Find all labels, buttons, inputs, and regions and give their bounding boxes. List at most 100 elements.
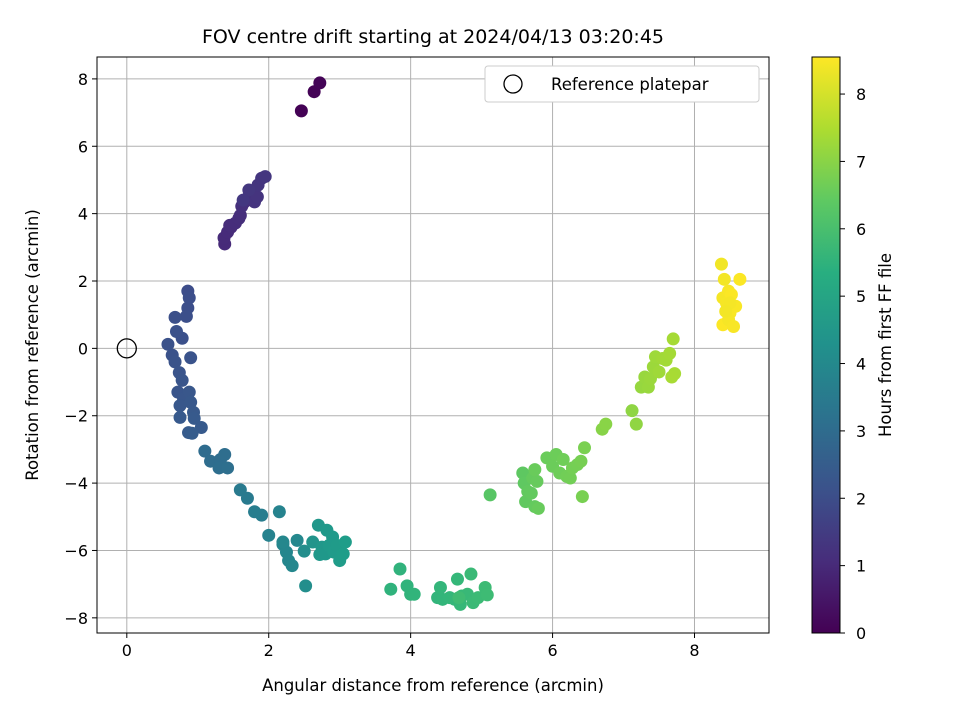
data-point — [276, 535, 290, 549]
colorbar-tick-label: 6 — [856, 220, 866, 239]
data-point — [666, 332, 680, 346]
data-point — [262, 528, 276, 542]
data-point — [173, 399, 187, 413]
data-point — [450, 572, 464, 586]
colorbar-tick-label: 4 — [856, 355, 866, 374]
data-point — [161, 337, 175, 351]
data-point — [629, 417, 643, 431]
data-point — [652, 365, 666, 379]
data-point — [393, 562, 407, 576]
data-point — [297, 544, 311, 558]
data-point — [285, 559, 299, 573]
data-point — [727, 319, 741, 333]
data-point — [574, 454, 588, 468]
data-point — [272, 505, 286, 519]
data-point — [516, 466, 530, 480]
data-point — [433, 581, 447, 595]
y-tick-label: −4 — [64, 474, 88, 493]
data-point — [733, 272, 747, 286]
x-tick-label: 6 — [547, 641, 557, 660]
data-point — [528, 463, 542, 477]
data-point — [599, 417, 613, 431]
colorbar-frame — [811, 56, 841, 634]
y-tick-label: 8 — [78, 70, 88, 89]
data-point — [384, 582, 398, 596]
data-point — [563, 471, 577, 485]
data-point — [578, 441, 592, 455]
reference-platepar-point — [116, 338, 137, 359]
data-point — [575, 490, 589, 504]
data-point — [464, 567, 478, 581]
colorbar-tick-label: 0 — [856, 624, 866, 643]
colorbar-tick-label: 1 — [856, 557, 866, 576]
data-point — [719, 304, 733, 318]
y-tick-label: −8 — [64, 609, 88, 628]
data-point — [714, 257, 728, 271]
data-point — [663, 346, 677, 360]
colorbar-tick-label: 3 — [856, 422, 866, 441]
data-point — [480, 588, 494, 602]
colorbar: 0 1 2 3 4 5 6 7 8 Hours from first FF file — [811, 56, 895, 643]
y-tick-label: −6 — [64, 541, 88, 560]
reference-marker — [116, 338, 137, 359]
y-tick-label: −2 — [64, 407, 88, 426]
data-point — [218, 447, 232, 461]
data-point — [299, 579, 313, 593]
data-point — [336, 547, 350, 561]
data-point — [242, 183, 256, 197]
data-point — [168, 355, 182, 369]
data-point — [182, 385, 196, 399]
x-axis-ticks: 0 2 4 6 8 — [122, 633, 700, 660]
colorbar-gradient — [812, 57, 840, 633]
data-point — [184, 351, 198, 365]
data-point — [625, 404, 639, 418]
data-point — [255, 508, 269, 522]
x-tick-label: 8 — [689, 641, 699, 660]
data-point — [452, 591, 466, 605]
data-point — [290, 533, 304, 547]
data-point — [175, 373, 189, 387]
x-tick-label: 2 — [264, 641, 274, 660]
data-point — [665, 370, 679, 384]
y-axis-label: Rotation from reference (arcmin) — [23, 209, 42, 481]
data-point — [258, 170, 272, 184]
y-tick-label: 4 — [78, 205, 88, 224]
legend-reference-marker — [503, 74, 523, 94]
grid-lines — [97, 57, 769, 633]
data-point — [236, 193, 250, 207]
data-point — [179, 309, 193, 323]
colorbar-tick-label: 5 — [856, 287, 866, 306]
data-point — [531, 501, 545, 515]
y-axis-ticks: −8 −6 −4 −2 0 2 4 6 8 — [64, 70, 97, 628]
data-point — [717, 272, 731, 286]
data-point — [185, 426, 199, 440]
legend: Reference platepar — [484, 65, 760, 103]
x-tick-label: 4 — [406, 641, 416, 660]
data-point — [182, 291, 196, 305]
data-point — [187, 411, 201, 425]
plot-frame — [96, 56, 770, 634]
colorbar-ticks: 0 1 2 3 4 5 6 7 8 — [840, 85, 866, 643]
colorbar-tick-label: 7 — [856, 152, 866, 171]
colorbar-label: Hours from first FF file — [876, 253, 895, 437]
data-point — [198, 444, 212, 458]
colorbar-tick-label: 8 — [856, 85, 866, 104]
y-tick-label: 2 — [78, 272, 88, 291]
legend-entry-reference: Reference platepar — [551, 75, 709, 94]
data-point — [407, 587, 421, 601]
data-point — [524, 486, 538, 500]
legend-box — [484, 65, 760, 103]
x-axis-label: Angular distance from reference (arcmin) — [262, 676, 604, 695]
data-point — [240, 491, 254, 505]
colorbar-tick-label: 2 — [856, 489, 866, 508]
data-point — [184, 395, 198, 409]
y-tick-label: 0 — [78, 339, 88, 358]
y-tick-label: 6 — [78, 137, 88, 156]
data-point — [173, 410, 187, 424]
data-point — [556, 453, 570, 467]
data-point — [221, 461, 235, 475]
data-point — [530, 474, 544, 488]
data-points — [161, 76, 747, 611]
data-point — [313, 76, 327, 90]
